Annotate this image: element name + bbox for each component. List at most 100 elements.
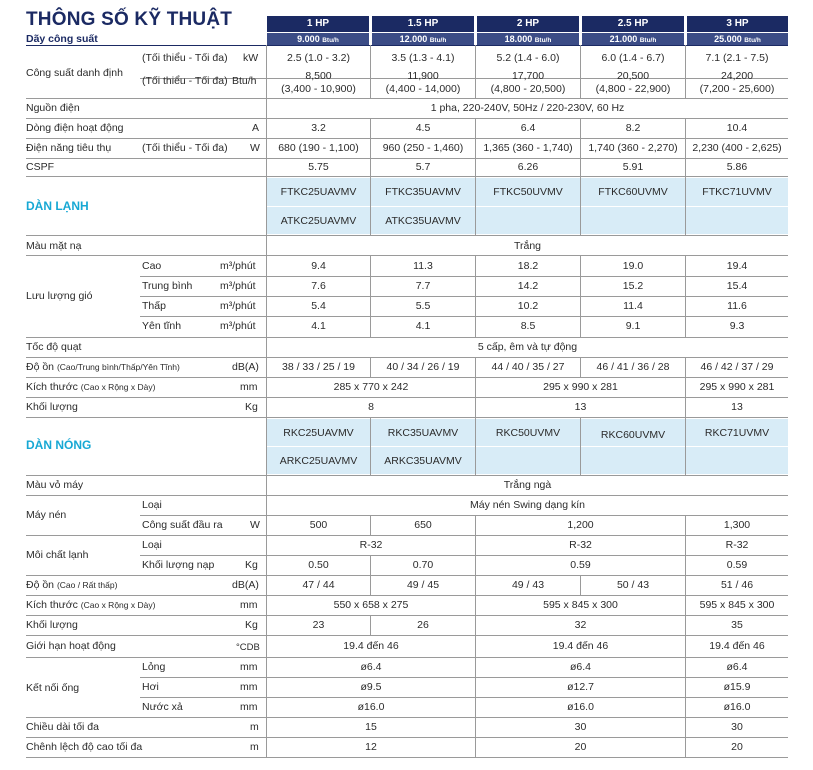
row-divider: [26, 717, 788, 718]
model-hp-4: 2.5 HP: [582, 16, 684, 32]
capacity-btu-3: 17,700 (4,800 - 20,500): [490, 70, 566, 95]
airflow-cell: 19.0: [622, 260, 644, 272]
power-label: Nguồn điện: [26, 102, 80, 114]
col-divider: [370, 118, 371, 235]
capacity-unit-btu: Btu/h: [232, 75, 257, 87]
col-divider: [370, 555, 371, 575]
height-diff-1: 12: [365, 741, 377, 753]
panel-color-value: Trắng: [513, 240, 542, 252]
indoor-dim-1: 285 x 770 x 242: [333, 381, 409, 393]
pipe-length-1: 15: [365, 721, 377, 733]
height-diff-2: 20: [574, 741, 587, 753]
col-divider: [580, 255, 581, 337]
airflow-cell: 11.6: [727, 300, 747, 312]
refrigerant-charge-unit: Kg: [245, 559, 258, 571]
airflow-cell: 9.3: [729, 320, 745, 332]
cspf-2: 5.7: [415, 161, 431, 173]
indoor-weight-unit: Kg: [245, 401, 258, 413]
model-btu-4: 21.000 Btu/h: [582, 33, 684, 45]
row-divider: [26, 357, 788, 358]
row-divider: [140, 677, 788, 678]
piping-cell: ø15.9: [723, 681, 751, 693]
consumption-4: 1,740 (360 - 2,270): [588, 142, 678, 154]
consumption-3: 1,365 (360 - 1,740): [483, 142, 573, 154]
cspf-3: 6.26: [517, 161, 539, 173]
refrigerant-charge-label: Khối lượng nạp: [142, 559, 215, 571]
capacity-sub-btu: (Tối thiểu - Tối đa): [142, 75, 228, 87]
row-divider: [26, 757, 788, 758]
op-range-unit: °CDB: [236, 642, 260, 653]
col-divider: [475, 615, 476, 635]
airflow-cell: 4.1: [311, 320, 326, 332]
airflow-cell: 10.2: [517, 300, 539, 312]
row-divider: [26, 397, 788, 398]
series-label: Dãy công suất: [26, 33, 98, 45]
col-divider: [370, 45, 371, 98]
piping-drain-label: Nước xả: [142, 701, 183, 713]
outdoor-weight-3: 32: [574, 619, 587, 631]
refrigerant-charge-2: 0.70: [412, 559, 434, 571]
piping-unit: mm: [240, 701, 258, 713]
row-divider: [26, 138, 788, 139]
row-divider: [26, 235, 788, 236]
indoor-weight-label: Khối lượng: [26, 401, 78, 413]
current-1: 3.2: [311, 122, 326, 134]
col-divider: [475, 535, 476, 575]
height-diff-label: Chênh lệch độ cao tối đa: [26, 741, 143, 753]
airflow-cell: 7.6: [311, 280, 326, 292]
indoor-weight-2: 13: [574, 401, 587, 413]
row-divider: [26, 595, 788, 596]
col-divider: [685, 615, 686, 635]
compressor-type-label: Loại: [142, 499, 162, 511]
model-btu-1: 9.000 Btu/h: [267, 33, 369, 45]
pipe-length-label: Chiều dài tối đa: [26, 721, 99, 733]
outdoor-weight-1: 23: [312, 619, 325, 631]
col-divider: [580, 575, 581, 595]
outdoor-noise-2: 49 / 45: [406, 579, 440, 591]
row-divider: [140, 78, 788, 79]
outdoor-noise-unit: dB(A): [232, 579, 259, 591]
col-divider: [685, 45, 686, 98]
consumption-unit: W: [250, 142, 260, 154]
cspf-4: 5.91: [622, 161, 644, 173]
indoor-dim-label: Kích thước (Cao x Rộng x Dày): [26, 381, 156, 393]
outdoor-model-3: RKC50UVMV: [495, 427, 561, 439]
airflow-cell: 19.4: [726, 260, 748, 272]
piping-liquid-label: Lỏng: [142, 661, 166, 673]
outdoor-model-4: RKC60UVMV: [600, 429, 666, 441]
model-hp-5: 3 HP: [687, 16, 788, 32]
cspf-1: 5.75: [308, 161, 329, 173]
row-divider: [26, 657, 788, 658]
airflow-cell: 8.5: [520, 320, 536, 332]
piping-cell: ø16.0: [357, 701, 385, 713]
airflow-label: Lưu lượng gió: [26, 290, 93, 302]
airflow-cell: 5.4: [311, 300, 326, 312]
outdoor-weight-2: 26: [417, 619, 429, 631]
indoor-noise-2: 40 / 34 / 26 / 19: [386, 361, 460, 373]
compressor-output-1: 500: [309, 519, 328, 531]
outdoor-noise-5: 51 / 46: [720, 579, 754, 591]
consumption-sub: (Tối thiểu - Tối đa): [142, 142, 228, 154]
current-2: 4.5: [415, 122, 431, 134]
row-divider: [140, 555, 788, 556]
piping-cell: ø6.4: [726, 661, 748, 673]
fan-speed-value: 5 cấp, êm và tự động: [477, 341, 578, 353]
col-divider: [370, 615, 371, 635]
fan-speed-label: Tốc độ quạt: [26, 341, 82, 353]
airflow-cell: 9.4: [311, 260, 326, 272]
outdoor-dim-2: 595 x 845 x 300: [543, 599, 618, 611]
row-divider: [26, 475, 788, 476]
outdoor-alt-model-2: ARKC35UAVMV: [384, 455, 462, 467]
airflow-unit: m³/phút: [220, 280, 256, 292]
row-divider: [26, 98, 788, 99]
col-divider: [580, 118, 581, 235]
col-divider: [475, 45, 476, 98]
capacity-kw-3: 5.2 (1.4 - 6.0): [496, 52, 560, 64]
row-divider: [26, 337, 788, 338]
refrigerant-type-label: Loại: [142, 539, 162, 551]
consumption-label: Điện năng tiêu thụ: [26, 142, 112, 154]
consumption-5: 2,230 (400 - 2,625): [692, 142, 782, 154]
indoor-model-1: FTKC25UAVMV: [280, 186, 357, 198]
indoor-weight-1: 8: [368, 401, 374, 413]
indoor-model-5: FTKC71UVMV: [702, 186, 772, 198]
